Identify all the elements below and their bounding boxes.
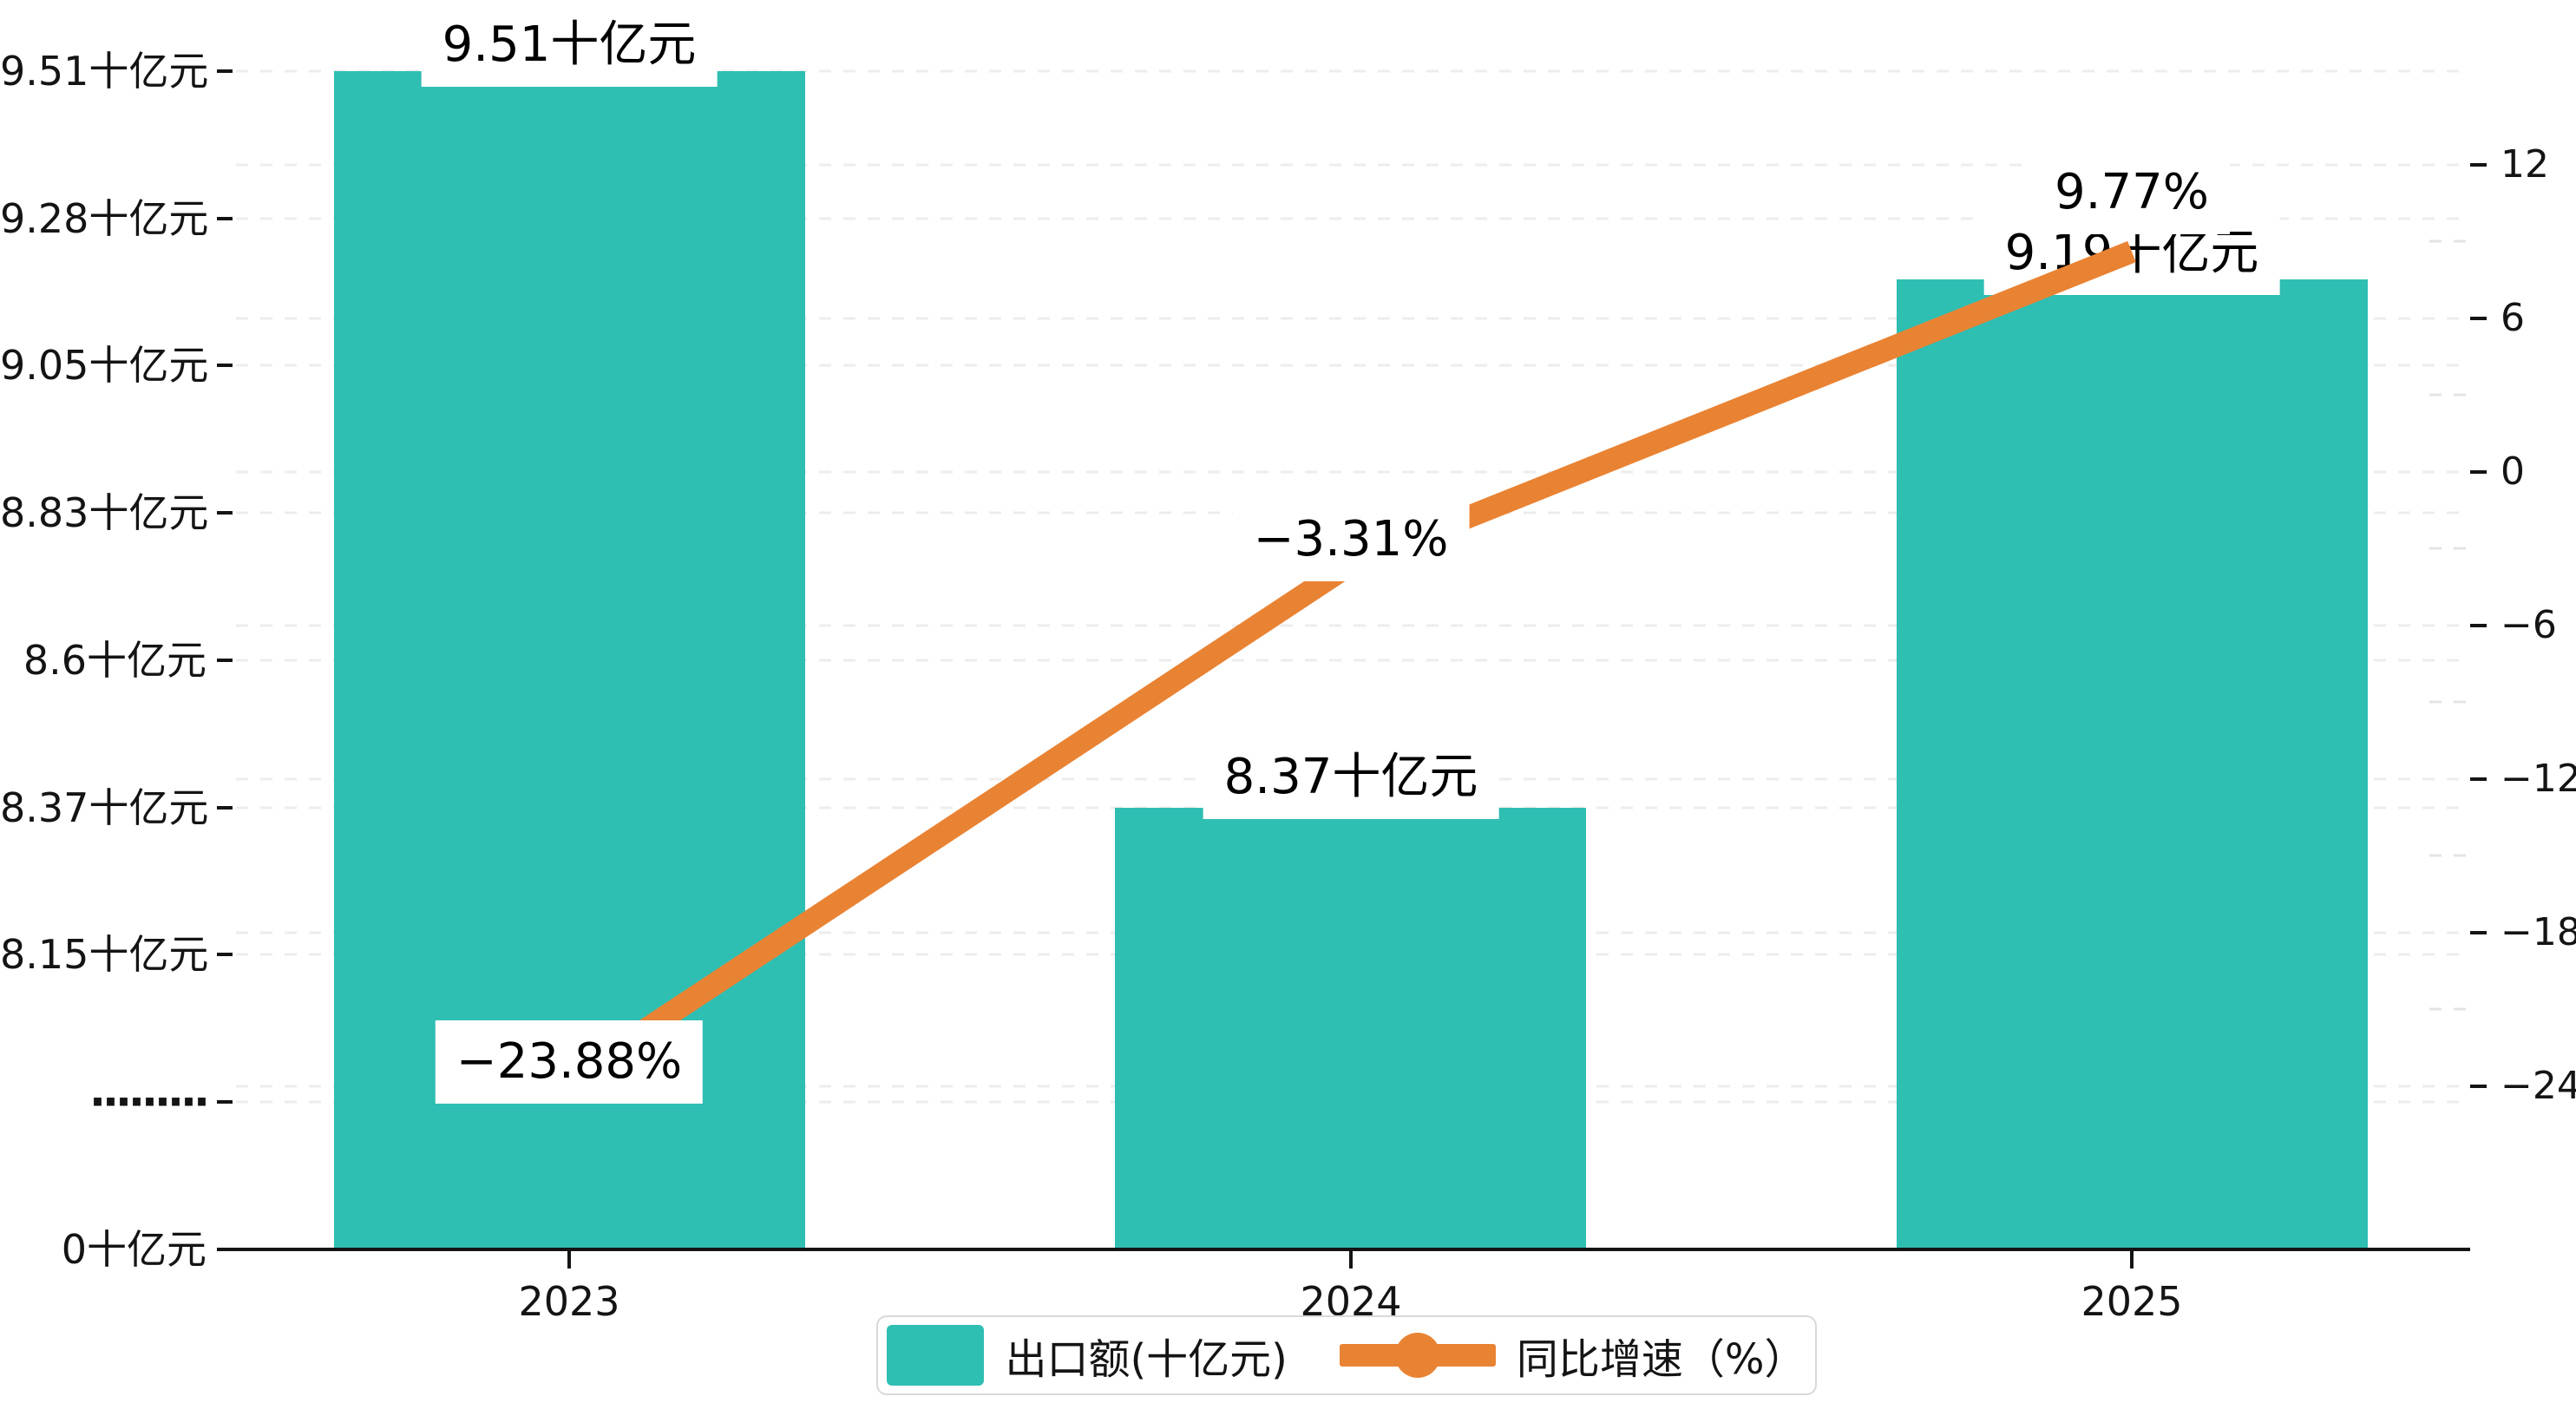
bar-series — [334, 71, 2368, 1249]
bar-value-label-2024: 8.37十亿元 — [1203, 736, 1499, 819]
left-axis-label-0: 0十亿元 — [61, 1226, 206, 1273]
left-axis-label-9-51: 9.51十亿元 — [0, 48, 209, 95]
left-axis-break-marker: ········· — [89, 1077, 210, 1127]
legend: 出口额(十亿元) 同比增速（%） — [876, 1315, 1817, 1395]
left-axis-label-8-15: 8.15十亿元 — [0, 931, 209, 978]
right-axis-ticks — [2470, 163, 2487, 1088]
legend-item-label: 同比增速（%） — [1516, 1335, 1806, 1384]
right-axis-minor-ticks — [2429, 239, 2468, 1011]
left-axis-label-8-6: 8.6十亿元 — [23, 637, 206, 684]
right-axis-label-12: 12 — [2501, 142, 2549, 187]
left-axis-label-8-37: 8.37十亿元 — [0, 784, 209, 831]
right-axis-label-0: 0 — [2501, 449, 2525, 494]
left-axis-label-9-28: 9.28十亿元 — [0, 195, 209, 242]
line-series-swatch-icon — [1339, 1324, 1496, 1386]
bar-2024 — [1115, 808, 1586, 1249]
bar-value-label-2023: 9.51十亿元 — [421, 3, 718, 87]
x-axis-label-2025: 2025 — [2081, 1278, 2183, 1325]
right-axis-label-m24: −24 — [2501, 1064, 2576, 1108]
right-axis-label-6: 6 — [2501, 296, 2525, 340]
right-axis-label-m12: −12 — [2501, 757, 2576, 801]
legend-item-export-value[interactable]: 出口额(十亿元) — [887, 1325, 1288, 1386]
left-axis-label-8-83: 8.83十亿元 — [0, 489, 209, 536]
line-value-label-2025: 9.77% — [2034, 151, 2230, 234]
left-axis-label-9-05: 9.05十亿元 — [0, 342, 209, 389]
bar-series-swatch-icon — [887, 1325, 985, 1386]
right-axis-label-m6: −6 — [2501, 603, 2557, 647]
bar-2025 — [1897, 279, 2368, 1249]
growth-line — [562, 240, 2136, 1090]
legend-item-yoy-growth[interactable]: 同比增速（%） — [1339, 1324, 1806, 1386]
right-axis-label-m18: −18 — [2501, 910, 2576, 954]
line-swatch-dot — [1394, 1333, 1440, 1378]
line-value-label-2023: −23.88% — [435, 1020, 704, 1104]
legend-item-label: 出口额(十亿元) — [1005, 1335, 1288, 1384]
line-value-label-2024: −3.31% — [1232, 498, 1470, 581]
left-axis-ticks — [217, 69, 233, 1104]
x-axis-ticks — [567, 1249, 2134, 1268]
x-axis-label-2023: 2023 — [518, 1278, 620, 1325]
